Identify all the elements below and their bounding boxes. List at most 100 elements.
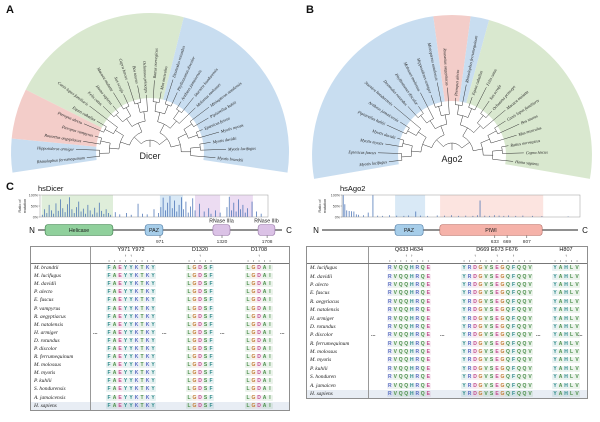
tree-tip-label: Rousettus aegyptiacus [442,47,450,86]
position-label: 669 [503,239,511,245]
alignment-row: M. molossus R V Q Q H R Q E Y R D G V S E G Q F Q Q V Y A H L V [307,347,587,357]
alignment-row: P. alecto R V Q Q H R Q E Y R D G V S E G Q F Q Q V Y A H L V [307,280,587,290]
tree-tip-label: Rousettus aegyptiacus [43,132,82,143]
alignment-row: R. ferrumequinum F A E Y Y K T K Y L G D S F L G D A I [31,353,289,362]
ellipsis: ... [280,329,285,336]
alignment-row: M. lucifugus R V Q Q H R Q E Y R D G V S E G Q F Q Q V Y A H L V [307,264,587,273]
species-name: H. armiger [31,328,91,337]
alignment-row: S. honduren R V Q Q H R Q E Y R D G V S E G Q F Q Q V Y A H L V [307,373,587,382]
tree-tip-label: Myotis lucifugus [358,159,388,167]
species-name: A. jamaicensis [31,393,91,402]
y-axis-label: Ratio of [318,199,322,213]
panel-b-label: B [306,4,314,16]
hsdicer-title: hsDicer [38,184,64,193]
tree-sector-pink [433,15,471,102]
tree-tip-label: Ochotona princeps [142,61,149,94]
alignment-row: M. molossus F A E Y Y K T K Y L G D S F L G D A I [31,361,289,370]
tree-tip-label: Bos taurus [132,65,140,84]
alignment-row: A. jamaicensis F A E Y Y K T K Y L G D S F L G D A I [31,393,289,402]
ellipsis: ... [93,329,98,336]
species-name: R. ferrumequinum [31,353,91,362]
alignment-row: M. davidii R V Q Q H R Q E Y R D G V S E G Q F Q Q V Y A H L V [307,272,587,281]
panel-c-label: C [6,181,14,193]
alignment-row: D. rotundus F A E Y Y K T K Y L G D S F L G D A I [31,336,289,345]
tree-tip-label: Hipposideros armiger [36,145,74,151]
tree-tip-label: Myotis brandtii [216,155,244,162]
tree-sector-blue [312,16,445,179]
species-name: M. molossus [31,361,91,370]
species-name: P. discolor [307,331,369,340]
ago2-phylogenetic-tree: Myotis lucifugus Eptesicus fuscus Myotis m… [312,15,592,179]
plot-region-purple [195,195,221,217]
species-name: P. kuhlii [307,364,369,374]
species-name: M. natalensis [307,305,369,315]
domain-box-PAZ [394,224,424,236]
arrow-markers: ↑ ↑ ↑ [474,253,515,258]
alignment-row: M. davidii F A E Y Y K T K Y L G D S F L G D A I [31,280,289,289]
alignment-row: M. myotis F A E Y Y K T K Y L G D S F L G D A I [31,369,289,378]
alignment-row: P. vampyrus F A E Y Y K T K Y L G D S F L G D A I [31,304,289,313]
tree-sector-blue [163,17,290,173]
position-label: 807 [523,239,531,245]
y-axis-tick: 100% [29,193,39,197]
ellipsis: ... [578,332,583,339]
tree-sector-green [25,13,184,128]
group-header: Y971 Y972 [117,247,145,253]
ellipsis: ... [536,332,541,339]
ago2-mutation-plot: 100% 50% 0% Ratio of mutation [318,193,581,219]
arrow-markers: ↑ [258,253,260,258]
dicer-alignment-table: Y971 Y972 ↑ ↑ • • • • • • • • • D1320 ↑ • • • • • D1708… [30,246,290,411]
species-name: D. rotundus [31,336,91,345]
alignment-row: H. sapiens F A E Y Y K T K Y L G D S F L G D A I [31,401,289,410]
n-terminus-label: N [29,226,35,235]
domain-box-Helicase [44,224,114,236]
species-name: M. lucifugus [31,272,91,281]
position-label: 1708 [262,239,273,245]
ago2-alignment-table: Q633 H634 ↑ ↑ • • • • • • • • D669 E673 F676 ↑ ↑ … [306,246,588,400]
tree-title: Dicer [139,151,160,161]
alignment-row: P. kuhlii F A E Y Y K T K Y L G D S F L G D A I [31,377,289,386]
species-name: P. vampyrus [31,304,91,313]
species-name: S. honduren [307,373,369,382]
ellipsis: ... [220,329,225,336]
